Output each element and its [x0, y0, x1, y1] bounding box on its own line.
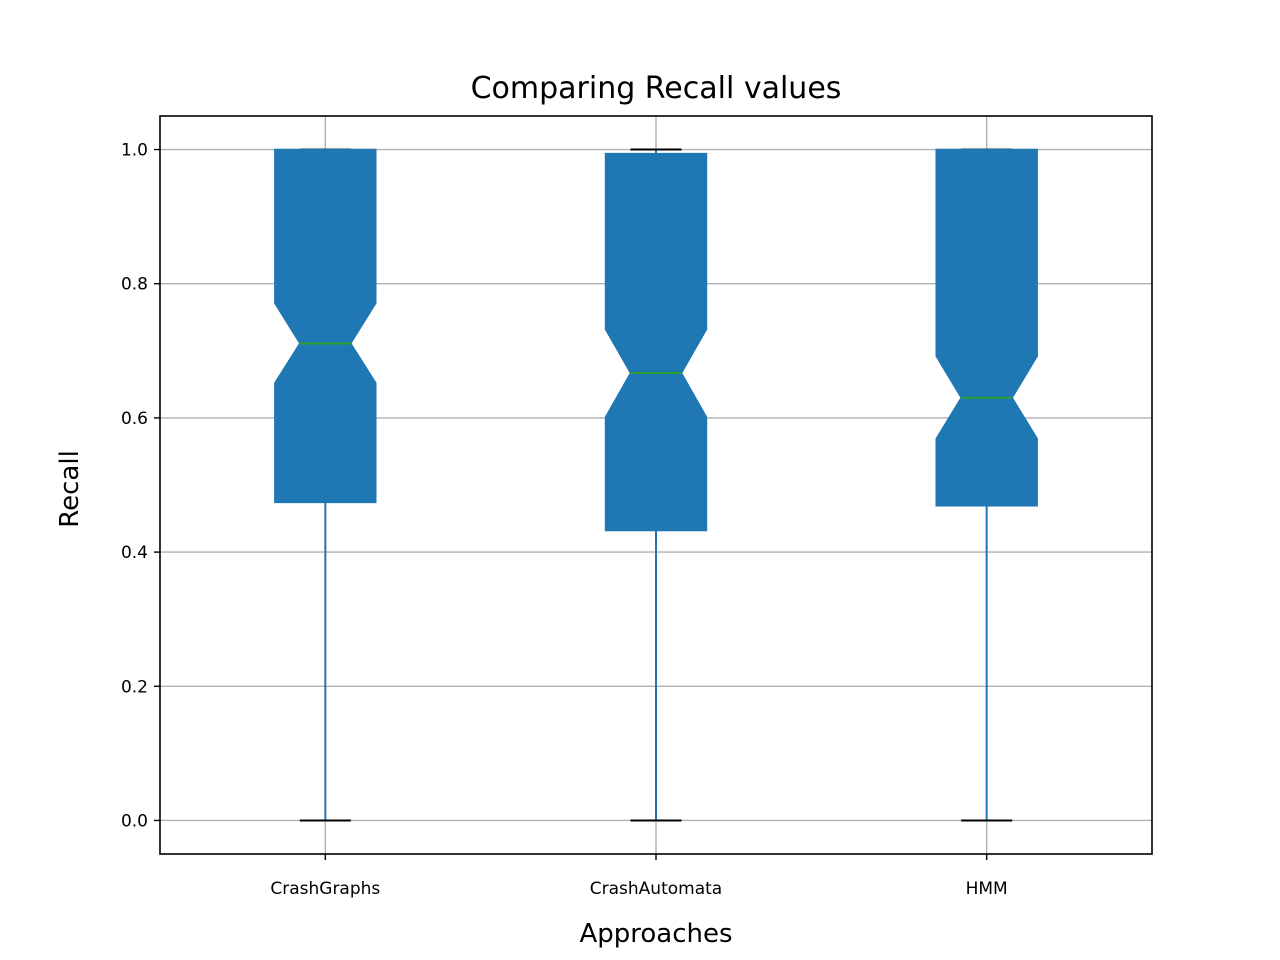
x-tick-label: CrashAutomata — [590, 879, 722, 899]
y-tick-label: 0.4 — [121, 543, 148, 563]
chart-title: Comparing Recall values — [471, 71, 842, 106]
box-group — [935, 148, 1038, 822]
box-group — [604, 148, 708, 822]
y-tick-label: 0.2 — [121, 677, 148, 697]
y-tick-label: 0.8 — [121, 275, 148, 295]
box-body — [274, 148, 377, 504]
boxes — [274, 148, 1038, 822]
x-tick-label: CrashGraphs — [270, 879, 380, 899]
box-body — [604, 152, 708, 532]
box-group — [274, 148, 377, 822]
box-body — [935, 148, 1038, 507]
y-tick-label: 1.0 — [121, 141, 148, 161]
x-axis-label: Approaches — [579, 919, 732, 949]
x-tick-label: HMM — [966, 879, 1008, 899]
y-ticks: 0.0 0.2 0.4 0.6 0.8 1.0 — [121, 141, 160, 831]
x-ticks: CrashGraphs CrashAutomata HMM — [270, 854, 1008, 899]
y-tick-label: 0.0 — [121, 811, 148, 831]
y-axis-label: Recall — [55, 450, 85, 528]
y-tick-label: 0.6 — [121, 409, 148, 429]
